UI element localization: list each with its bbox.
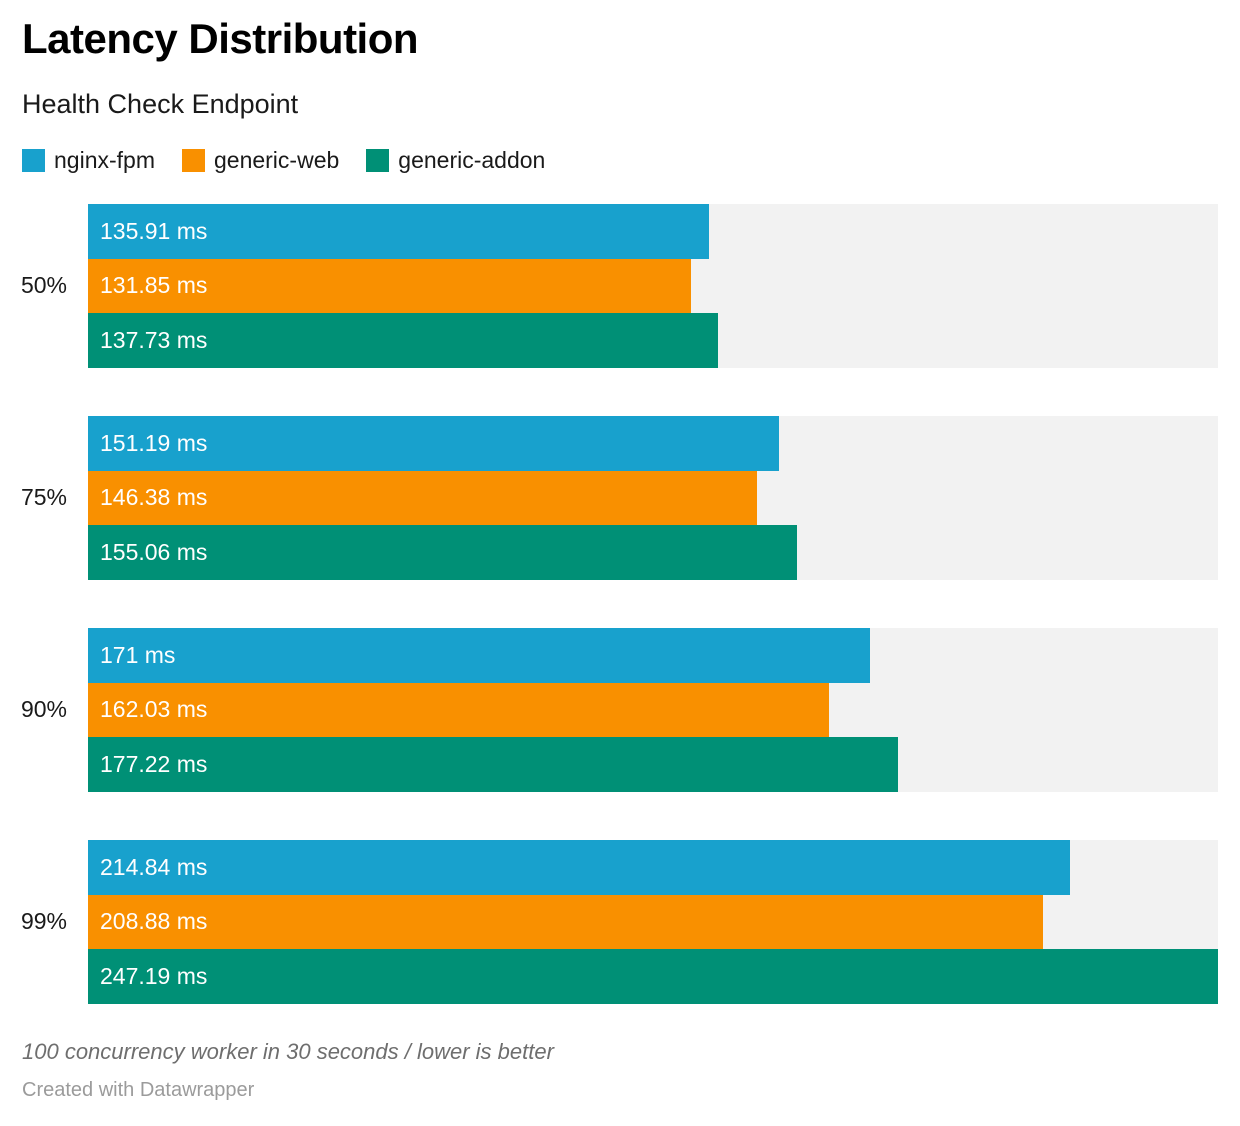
- category-label: 75%: [20, 484, 67, 511]
- bar-track: 137.73 ms: [88, 313, 1218, 368]
- bar-stack: 171 ms 162.03 ms 177.22 ms: [88, 627, 1218, 792]
- bar-nginx-fpm: 171 ms: [88, 627, 870, 683]
- value-label: 177.22 ms: [100, 751, 208, 778]
- legend-label: generic-addon: [398, 147, 546, 173]
- value-label: 137.73 ms: [100, 327, 208, 354]
- bar-track: 131.85 ms: [88, 258, 1218, 314]
- bar-track: 151.19 ms: [88, 415, 1218, 471]
- bar-generic-web: 162.03 ms: [88, 682, 829, 738]
- value-label: 214.84 ms: [100, 853, 208, 880]
- legend-swatch-icon: [22, 149, 45, 172]
- bar-track: 208.88 ms: [88, 894, 1218, 950]
- legend-swatch-icon: [181, 149, 205, 172]
- value-label: 208.88 ms: [100, 908, 208, 935]
- value-label: 135.91 ms: [100, 217, 208, 244]
- value-label: 162.03 ms: [100, 696, 208, 723]
- bar-group-75pct: 75% 151.19 ms 146.38 ms 155.06 ms: [20, 415, 1218, 580]
- category-label: 99%: [20, 908, 67, 935]
- bar-nginx-fpm: 151.19 ms: [88, 415, 780, 471]
- value-label: 155.06 ms: [100, 539, 208, 566]
- bar-group-90pct: 90% 171 ms 162.03 ms 177.22 ms: [20, 627, 1218, 792]
- category-label: 50%: [20, 272, 67, 299]
- legend: nginx-fpm generic-web generic-addon: [22, 149, 1218, 172]
- value-label: 247.19 ms: [100, 963, 208, 990]
- chart-title: Latency Distribution: [22, 15, 419, 62]
- value-label: 146.38 ms: [100, 484, 208, 511]
- bar-track: 155.06 ms: [88, 525, 1218, 580]
- bar-generic-web: 208.88 ms: [88, 894, 1043, 950]
- bar-stack: 135.91 ms 131.85 ms 137.73 ms: [88, 204, 1218, 368]
- bar-nginx-fpm: 135.91 ms: [88, 204, 710, 259]
- bar-track: 162.03 ms: [88, 682, 1218, 738]
- datawrapper-credit[interactable]: Created with Datawrapper: [22, 1078, 255, 1101]
- chart-container: Latency Distribution Health Check Endpoi…: [20, 15, 1218, 1101]
- bar-stack: 151.19 ms 146.38 ms 155.06 ms: [88, 415, 1218, 580]
- bar-generic-addon: 177.22 ms: [88, 737, 899, 792]
- bar-nginx-fpm: 214.84 ms: [88, 839, 1071, 895]
- bar-group-99pct: 99% 214.84 ms 208.88 ms 247.19 ms: [20, 839, 1218, 1004]
- bar-track: 247.19 ms: [88, 949, 1218, 1004]
- bar-track: 171 ms: [88, 627, 1218, 683]
- chart-notes: 100 concurrency worker in 30 seconds / l…: [22, 1038, 554, 1064]
- category-label: 90%: [20, 696, 67, 723]
- legend-item-generic-web: generic-web: [181, 147, 340, 173]
- bar-group-50pct: 50% 135.91 ms 131.85 ms 137.73 ms: [20, 204, 1218, 368]
- bar-generic-addon: 137.73 ms: [88, 313, 718, 368]
- bar-track: 146.38 ms: [88, 470, 1218, 526]
- legend-item-nginx-fpm: nginx-fpm: [22, 149, 155, 172]
- bar-generic-web: 146.38 ms: [88, 470, 758, 526]
- bar-generic-addon: 155.06 ms: [88, 525, 797, 580]
- legend-swatch-icon: [366, 149, 390, 172]
- legend-label: generic-web: [213, 147, 340, 173]
- bar-generic-web: 131.85 ms: [88, 258, 691, 314]
- bar-stack: 214.84 ms 208.88 ms 247.19 ms: [88, 839, 1218, 1004]
- bar-track: 214.84 ms: [88, 839, 1218, 895]
- bar-generic-addon: 247.19 ms: [88, 949, 1218, 1004]
- value-label: 131.85 ms: [100, 272, 208, 299]
- legend-item-generic-addon: generic-addon: [366, 149, 545, 172]
- bar-track: 135.91 ms: [88, 204, 1218, 259]
- chart-subtitle: Health Check Endpoint: [22, 89, 299, 119]
- bar-chart: 50% 135.91 ms 131.85 ms 137.73 ms 75% 151.19 …: [20, 204, 1218, 1004]
- legend-label: nginx-fpm: [54, 147, 155, 173]
- bar-track: 177.22 ms: [88, 737, 1218, 792]
- value-label: 171 ms: [100, 641, 176, 668]
- value-label: 151.19 ms: [100, 429, 208, 456]
